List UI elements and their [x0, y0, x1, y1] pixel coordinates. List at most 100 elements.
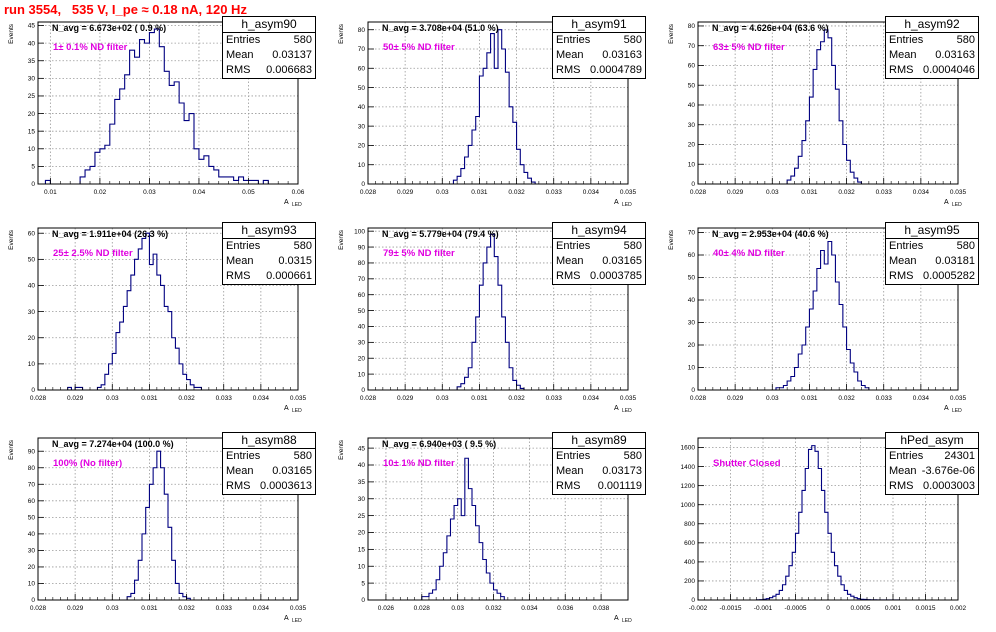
histogram-bin — [798, 156, 802, 184]
y-tick-label: 80 — [28, 465, 36, 472]
x-tick-label: 0.031 — [471, 395, 488, 402]
y-tick-label: 30 — [358, 496, 366, 503]
histogram-bin — [835, 89, 839, 184]
x-tick-label: 0.034 — [521, 605, 538, 612]
y-tick-label: 40 — [688, 102, 696, 109]
histogram-bin — [779, 590, 782, 600]
entries-label: Entries — [556, 449, 590, 464]
mean-value: 0.03173 — [602, 464, 642, 479]
histogram-bin — [839, 121, 843, 184]
mean-value: -3.676e-06 — [922, 464, 975, 479]
navg-label: N_avg = 1.911e+04 (26.3 %) — [52, 229, 168, 239]
y-axis-label: Events — [668, 229, 675, 250]
x-tick-label: 0.036 — [557, 605, 574, 612]
rms-label: RMS — [556, 479, 580, 494]
histogram-bin — [468, 368, 472, 390]
y-tick-label: 30 — [688, 320, 696, 327]
histogram-bin — [802, 345, 806, 390]
rms-label: RMS — [226, 269, 250, 284]
histogram-bin — [821, 42, 825, 184]
histogram-bin — [159, 47, 164, 184]
histogram-bin — [847, 160, 851, 184]
x-axis-label: A — [944, 405, 949, 412]
y-tick-label: 90 — [358, 244, 366, 251]
histogram-bin — [809, 449, 812, 600]
histogram-bin — [219, 177, 224, 184]
y-tick-label: 30 — [358, 123, 366, 130]
histogram-bin — [131, 593, 135, 600]
histogram-bin — [157, 275, 161, 390]
y-tick-label: 70 — [688, 230, 696, 237]
x-tick-label: -0.0015 — [719, 605, 741, 612]
y-tick-label: 20 — [358, 355, 366, 362]
histogram-bin — [476, 317, 480, 390]
x-tick-label: 0.03 — [451, 605, 464, 612]
y-tick-label: 70 — [358, 46, 366, 53]
histogram-bin — [502, 49, 506, 184]
x-tick-label: 0.034 — [253, 605, 270, 612]
x-tick-label: 0.032 — [178, 395, 195, 402]
histogram-bin — [517, 385, 521, 390]
y-tick-label: 5 — [361, 580, 365, 587]
x-axis-label-sub: LED — [952, 202, 962, 208]
histogram-bin — [204, 156, 209, 184]
histogram-bin — [80, 177, 85, 184]
y-tick-label: 60 — [688, 63, 696, 70]
rms-label: RMS — [556, 63, 580, 78]
x-tick-label: 0.029 — [67, 395, 84, 402]
x-tick-label: 0.031 — [471, 189, 488, 196]
rms-value: 0.0004046 — [923, 63, 975, 78]
histogram-bin — [789, 566, 792, 600]
entries-label: Entries — [226, 239, 260, 254]
x-tick-label: 0.04 — [193, 189, 206, 196]
y-tick-label: 40 — [28, 531, 36, 538]
x-tick-label: 0.033 — [216, 395, 233, 402]
histogram-bin — [135, 259, 139, 390]
y-tick-label: 1400 — [681, 464, 696, 471]
histogram-bin — [832, 65, 836, 184]
x-tick-label: 0.035 — [950, 189, 967, 196]
y-tick-label: 50 — [358, 308, 366, 315]
navg-label: N_avg = 6.940e+03 ( 9.5 %) — [382, 439, 496, 449]
histogram-bin — [142, 238, 146, 390]
x-tick-label: 0.033 — [876, 395, 893, 402]
y-axis-label: Events — [8, 439, 15, 460]
histogram-bin — [149, 484, 153, 600]
histogram-bin — [479, 76, 483, 184]
y-tick-label: 40 — [358, 104, 366, 111]
x-axis-label-sub: LED — [292, 202, 302, 208]
histogram-bin — [487, 53, 491, 184]
histogram-bin — [841, 585, 844, 600]
histogram-bin — [783, 386, 787, 391]
histogram-bin — [847, 350, 851, 391]
histogram-bin — [824, 264, 828, 390]
entries-label: Entries — [889, 239, 923, 254]
x-tick-label: 0.06 — [292, 189, 305, 196]
histogram-bin — [179, 364, 183, 390]
rms-label: RMS — [226, 479, 250, 494]
navg-label: N_avg = 6.673e+02 ( 0.9 %) — [52, 23, 166, 33]
histogram-bin — [184, 121, 189, 184]
histogram-bin — [45, 180, 50, 184]
x-tick-label: 0.032 — [485, 605, 502, 612]
mean-value: 0.03137 — [272, 48, 312, 63]
histogram-bin — [472, 506, 476, 601]
histogram-bin — [450, 519, 454, 600]
x-tick-label: 0.031 — [141, 605, 158, 612]
histogram-bin — [487, 247, 491, 390]
histogram-bin — [175, 583, 179, 600]
x-axis-label: A — [614, 615, 619, 622]
histogram-bin — [494, 68, 498, 184]
histogram-bin — [85, 170, 90, 184]
histogram-bin — [253, 180, 258, 184]
rms-label: RMS — [556, 269, 580, 284]
entries-label: Entries — [556, 239, 590, 254]
mean-label: Mean — [889, 254, 917, 269]
filter-label: 10± 1% ND filter — [383, 458, 455, 469]
histogram-bin — [479, 543, 483, 600]
histogram-bin — [168, 527, 172, 600]
